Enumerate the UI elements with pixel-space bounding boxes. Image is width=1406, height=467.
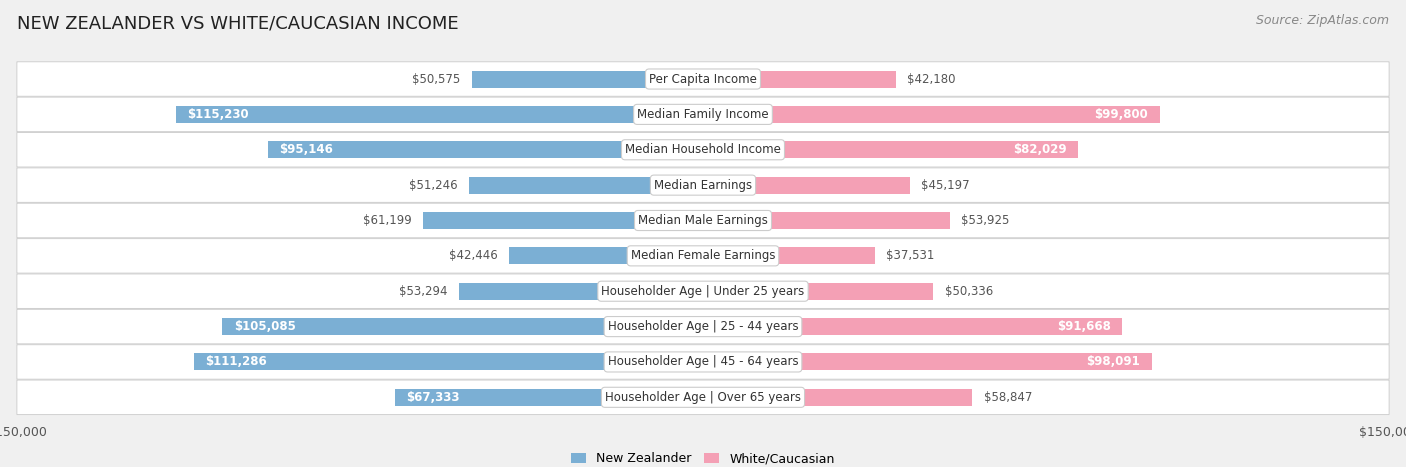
Bar bbox=[703, 318, 1122, 335]
FancyBboxPatch shape bbox=[17, 62, 1389, 96]
FancyBboxPatch shape bbox=[17, 133, 1389, 167]
Text: Householder Age | Over 65 years: Householder Age | Over 65 years bbox=[605, 391, 801, 404]
Text: $50,336: $50,336 bbox=[945, 285, 993, 298]
FancyBboxPatch shape bbox=[17, 239, 1389, 273]
Bar bbox=[267, 142, 703, 158]
Bar bbox=[703, 71, 896, 87]
Text: $91,668: $91,668 bbox=[1057, 320, 1111, 333]
FancyBboxPatch shape bbox=[17, 203, 1389, 238]
Legend: New Zealander, White/Caucasian: New Zealander, White/Caucasian bbox=[571, 452, 835, 465]
Bar bbox=[460, 283, 703, 300]
Text: $105,085: $105,085 bbox=[233, 320, 295, 333]
Bar bbox=[703, 177, 910, 194]
Bar bbox=[703, 283, 934, 300]
Bar bbox=[509, 248, 703, 264]
Text: Per Capita Income: Per Capita Income bbox=[650, 72, 756, 85]
Bar bbox=[703, 106, 1160, 123]
Text: $42,180: $42,180 bbox=[907, 72, 956, 85]
FancyBboxPatch shape bbox=[17, 168, 1389, 202]
Text: $53,294: $53,294 bbox=[399, 285, 447, 298]
Text: Source: ZipAtlas.com: Source: ZipAtlas.com bbox=[1256, 14, 1389, 27]
FancyBboxPatch shape bbox=[17, 380, 1389, 415]
FancyBboxPatch shape bbox=[17, 274, 1389, 309]
Text: $111,286: $111,286 bbox=[205, 355, 267, 368]
Text: Median Household Income: Median Household Income bbox=[626, 143, 780, 156]
FancyBboxPatch shape bbox=[17, 309, 1389, 344]
Bar bbox=[222, 318, 703, 335]
FancyBboxPatch shape bbox=[17, 345, 1389, 379]
Bar bbox=[703, 248, 875, 264]
Bar bbox=[423, 212, 703, 229]
FancyBboxPatch shape bbox=[17, 97, 1389, 132]
Text: NEW ZEALANDER VS WHITE/CAUCASIAN INCOME: NEW ZEALANDER VS WHITE/CAUCASIAN INCOME bbox=[17, 14, 458, 32]
Text: $42,446: $42,446 bbox=[449, 249, 498, 262]
Text: $58,847: $58,847 bbox=[984, 391, 1032, 404]
Text: Householder Age | 25 - 44 years: Householder Age | 25 - 44 years bbox=[607, 320, 799, 333]
Text: $67,333: $67,333 bbox=[406, 391, 460, 404]
Text: $51,246: $51,246 bbox=[409, 178, 457, 191]
Text: Householder Age | 45 - 64 years: Householder Age | 45 - 64 years bbox=[607, 355, 799, 368]
Bar bbox=[395, 389, 703, 406]
Text: Median Female Earnings: Median Female Earnings bbox=[631, 249, 775, 262]
Text: $95,146: $95,146 bbox=[280, 143, 333, 156]
Text: $45,197: $45,197 bbox=[921, 178, 970, 191]
Text: Median Family Income: Median Family Income bbox=[637, 108, 769, 121]
Bar bbox=[194, 354, 703, 370]
Text: Median Male Earnings: Median Male Earnings bbox=[638, 214, 768, 227]
Text: $53,925: $53,925 bbox=[962, 214, 1010, 227]
Bar bbox=[703, 212, 949, 229]
Text: $98,091: $98,091 bbox=[1087, 355, 1140, 368]
Text: $115,230: $115,230 bbox=[187, 108, 249, 121]
Text: Median Earnings: Median Earnings bbox=[654, 178, 752, 191]
Text: $50,575: $50,575 bbox=[412, 72, 460, 85]
Bar bbox=[703, 354, 1152, 370]
Bar bbox=[703, 142, 1078, 158]
Bar bbox=[703, 389, 972, 406]
Text: $37,531: $37,531 bbox=[886, 249, 935, 262]
Text: Householder Age | Under 25 years: Householder Age | Under 25 years bbox=[602, 285, 804, 298]
Text: $99,800: $99,800 bbox=[1094, 108, 1149, 121]
Bar bbox=[468, 177, 703, 194]
Text: $61,199: $61,199 bbox=[363, 214, 412, 227]
Bar bbox=[176, 106, 703, 123]
Text: $82,029: $82,029 bbox=[1014, 143, 1067, 156]
Bar bbox=[471, 71, 703, 87]
